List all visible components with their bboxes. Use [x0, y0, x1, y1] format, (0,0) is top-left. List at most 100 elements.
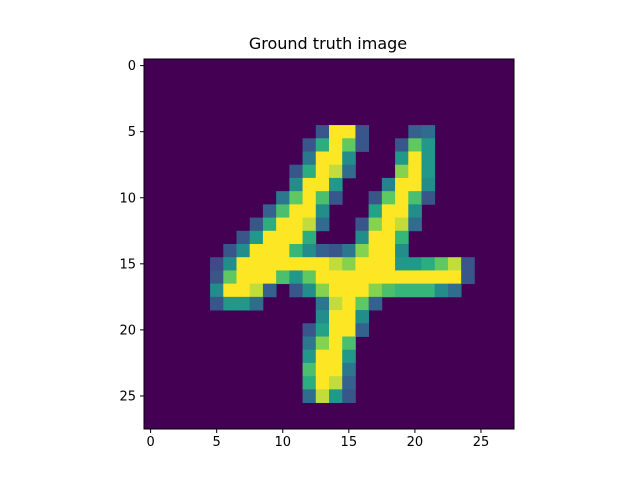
heatmap-cell [421, 151, 436, 166]
heatmap-cell [210, 257, 224, 271]
heatmap-cell [289, 164, 303, 179]
heatmap-cell [408, 270, 422, 285]
heatmap-cell [395, 204, 409, 218]
heatmap-cell [210, 296, 224, 311]
heatmap-cell [249, 257, 264, 271]
heatmap-cell [329, 389, 343, 403]
heatmap-cell [408, 177, 422, 192]
heatmap-cell [408, 283, 422, 298]
heatmap-cell [315, 125, 330, 139]
heatmap-cell [262, 204, 277, 218]
heatmap-cell [395, 164, 409, 179]
heatmap-cell [302, 362, 317, 377]
heatmap-cell [381, 244, 396, 258]
heatmap-cell [434, 283, 449, 298]
heatmap-cell [381, 217, 396, 232]
heatmap-cell [329, 336, 343, 351]
heatmap-cell [329, 270, 343, 285]
heatmap-cell [342, 257, 356, 271]
heatmap-cell [434, 257, 449, 271]
heatmap-cell [315, 376, 330, 390]
heatmap-cell [302, 230, 317, 245]
heatmap-cell [355, 217, 370, 232]
heatmap-cell [329, 323, 343, 337]
heatmap-cell [368, 283, 383, 298]
heatmap-cell [289, 204, 303, 218]
heatmap-cell [408, 125, 422, 139]
heatmap-cell [315, 164, 330, 179]
heatmap-cell [302, 349, 317, 364]
heatmap-cell [329, 296, 343, 311]
heatmap-cell [355, 323, 370, 337]
heatmap-cell [315, 204, 330, 218]
heatmap-cell [302, 138, 317, 152]
heatmap-cell [381, 204, 396, 218]
heatmap-cell [302, 244, 317, 258]
heatmap-cell [395, 151, 409, 166]
heatmap-cell [408, 204, 422, 218]
heatmap-cell [368, 230, 383, 245]
heatmap-cell [447, 283, 462, 298]
heatmap-cell [342, 336, 356, 351]
heatmap-cell [262, 283, 277, 298]
heatmap-cell [302, 164, 317, 179]
heatmap-cell [329, 310, 343, 324]
heatmap-cell [368, 270, 383, 285]
heatmap-cell [315, 310, 330, 324]
heatmap-cell [329, 191, 343, 205]
heatmap-cell [315, 349, 330, 364]
heatmap-cell [302, 204, 317, 218]
heatmap-cell [355, 257, 370, 271]
axes-frame [143, 58, 515, 430]
heatmap-cell [329, 138, 343, 152]
y-tick-label: 5 [128, 125, 136, 140]
heatmap-cell [434, 270, 449, 285]
heatmap-cell [395, 177, 409, 192]
heatmap-cell [302, 270, 317, 285]
heatmap-cell [421, 164, 436, 179]
heatmap-cell [276, 270, 290, 285]
heatmap-cell [210, 270, 224, 285]
heatmap-cell [289, 230, 303, 245]
heatmap-cell [289, 257, 303, 271]
heatmap-cell [421, 270, 436, 285]
heatmap-cell [236, 230, 251, 245]
heatmap-cell [315, 244, 330, 258]
x-tick-label: 20 [407, 435, 424, 450]
heatmap-cell [421, 138, 436, 152]
x-tick-label: 0 [146, 435, 154, 450]
chart-title: Ground truth image [249, 34, 407, 53]
heatmap-cell [315, 191, 330, 205]
heatmap-cell [368, 217, 383, 232]
heatmap-cell [329, 125, 343, 139]
heatmap-cell [355, 230, 370, 245]
heatmap-cell [223, 283, 237, 298]
heatmap-cell [381, 257, 396, 271]
heatmap-cell [381, 191, 396, 205]
heatmap-cell [223, 244, 237, 258]
heatmap-cell [289, 177, 303, 192]
heatmap-cell [368, 191, 383, 205]
heatmap-cell [355, 296, 370, 311]
heatmap-cell [342, 164, 356, 179]
heatmap-cell [236, 296, 251, 311]
heatmap-cell [395, 230, 409, 245]
heatmap-cell [302, 323, 317, 337]
heatmap-cell [408, 164, 422, 179]
heatmap-cell [262, 257, 277, 271]
heatmap-cell [315, 323, 330, 337]
heatmap-cell [262, 217, 277, 232]
heatmap-cell [302, 376, 317, 390]
heatmap-cell [329, 244, 343, 258]
heatmap-cell [408, 151, 422, 166]
heatmap-cell [342, 296, 356, 311]
heatmap-cell [249, 244, 264, 258]
heatmap-cell [249, 296, 264, 311]
heatmap-cell [276, 230, 290, 245]
heatmap-cell [342, 376, 356, 390]
heatmap-cell [302, 177, 317, 192]
heatmap-cell [355, 310, 370, 324]
y-tick-label: 20 [119, 323, 136, 338]
heatmap-cell [276, 191, 290, 205]
heatmap-cell [289, 283, 303, 298]
